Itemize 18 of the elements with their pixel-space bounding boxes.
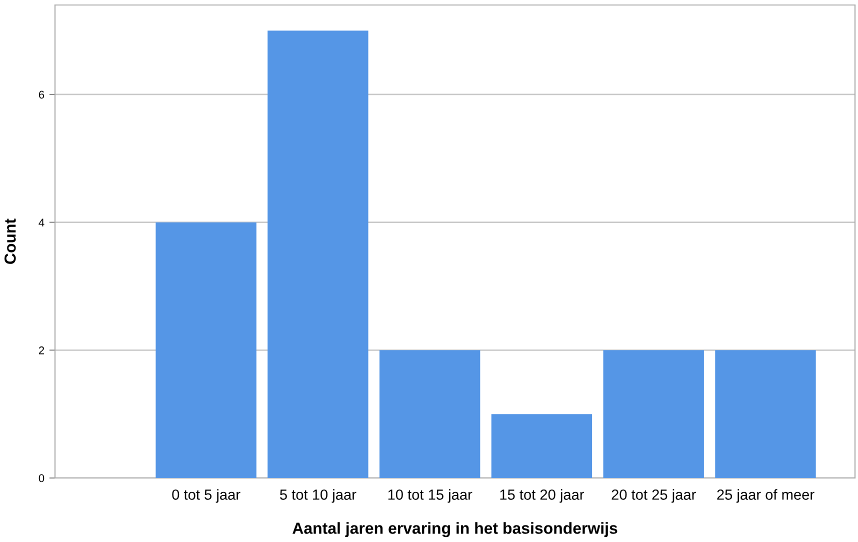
y-tick-label: 4 [38, 218, 44, 226]
bar [379, 350, 480, 478]
y-tick-label: 2 [38, 346, 44, 354]
bar [715, 350, 816, 478]
bar [603, 350, 704, 478]
x-tick-label: 20 tot 25 jaar [612, 489, 696, 503]
x-tick-label: 0 tot 5 jaar [172, 489, 240, 503]
bar [268, 30, 368, 478]
x-tick-label: 10 tot 15 jaar [388, 489, 472, 503]
x-axis-title: Aantal jaren ervaring in het basisonderwijs [292, 522, 618, 538]
x-tick-label: 5 tot 10 jaar [280, 489, 356, 503]
y-tick-label: 0 [38, 474, 44, 482]
y-tick-label: 6 [38, 90, 44, 99]
bar [156, 222, 256, 478]
x-tick-label: 15 tot 20 jaar [500, 489, 584, 503]
bar [491, 414, 592, 478]
y-axis-title: Count [4, 218, 16, 264]
x-tick-label: 25 jaar of meer [717, 489, 814, 503]
